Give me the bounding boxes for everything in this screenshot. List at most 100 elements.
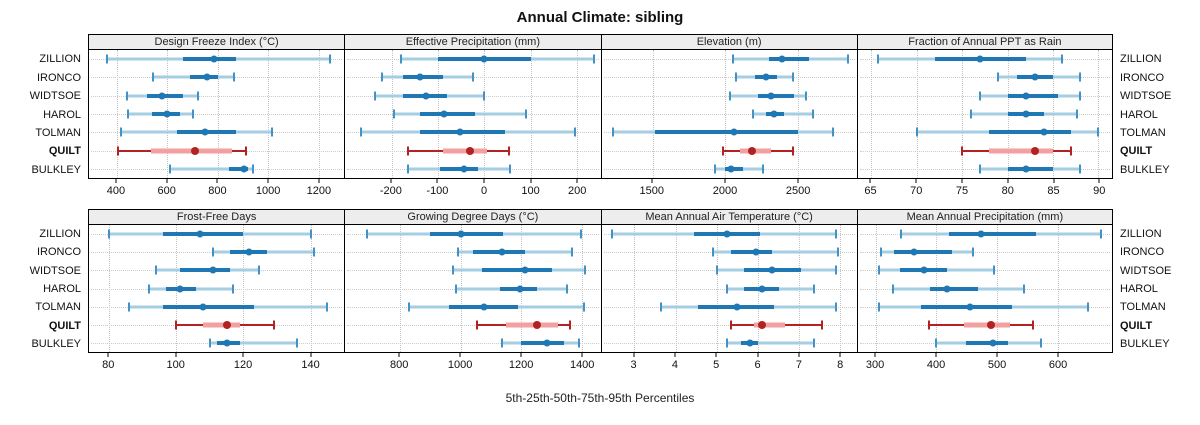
axis-spacer (0, 353, 88, 377)
interval-cap-low (108, 229, 111, 239)
median-dot (245, 248, 253, 256)
median-dot (758, 285, 766, 292)
row-label-right-quilt: QUILT (1120, 319, 1153, 332)
x-tick-label: 1200 (306, 185, 332, 197)
interval-cap-low (208, 338, 211, 348)
interval-cap-high (791, 146, 794, 156)
row-label-right-harol: HAROL (1120, 283, 1158, 295)
interval-cap-low (979, 91, 982, 101)
interval-cap-low (105, 54, 108, 64)
x-axis-design-freeze-index-c-: 400 600 800 1000 1200 (88, 179, 344, 209)
interval-band (179, 268, 231, 273)
row-label-right-ironco: IRONCO (1120, 71, 1164, 84)
axis-spacer (1113, 353, 1200, 377)
median-dot (158, 92, 166, 100)
x-tick-label: 85 (1047, 185, 1060, 197)
interval-cap-low (152, 72, 155, 82)
x-tick-mark (267, 179, 269, 183)
x-tick-label: 0 (480, 185, 488, 197)
x-tick-mark (839, 353, 841, 357)
interval-cap-low (879, 247, 882, 257)
interval-band (930, 286, 978, 291)
interval-cap-high (762, 164, 765, 174)
interval-cap-low (726, 284, 729, 293)
row-labels-left: ZILLION IRONCO WIDTSOE HAROL TOLMAN QUILT BULK… (0, 50, 88, 179)
interval-band (757, 93, 795, 98)
panel-plot-frost-free-days (88, 225, 345, 353)
median-dot (966, 303, 974, 311)
x-tick-mark (869, 179, 871, 183)
interval-cap-high (1040, 338, 1043, 348)
panel-header-elevation-m-: Elevation (m) (600, 34, 857, 50)
row-gridline (91, 95, 343, 97)
row-label-left-ironco: IRONCO (37, 246, 81, 259)
interval-cap-low (876, 54, 879, 64)
x-tick-label: 80 (1001, 185, 1014, 197)
x-tick-label: 7 (795, 359, 802, 371)
interval-cap-low (997, 72, 1000, 82)
median-dot (223, 339, 231, 347)
interval-cap-high (832, 127, 835, 137)
x-tick-label: 400 (106, 185, 126, 197)
interval-cap-high (244, 146, 247, 156)
x-tick-mark (115, 179, 117, 183)
x-tick-mark (797, 179, 799, 183)
interval-band (430, 232, 504, 237)
median-dot (1022, 165, 1030, 173)
median-dot (767, 92, 775, 100)
row-labels-right: ZILLION IRONCO WIDTSOE HAROL TOLMAN QUILT BULK… (1113, 225, 1200, 353)
interval-cap-low (979, 164, 982, 174)
row-label-left-harol: HAROL (43, 108, 81, 121)
x-tick-mark (216, 179, 218, 183)
median-dot (191, 146, 200, 155)
panel-plot-fraction-of-annual-ppt-as-rain (856, 50, 1113, 179)
median-dot (747, 146, 756, 155)
x-tick-mark (390, 179, 392, 183)
interval-cap-low (610, 229, 613, 239)
median-dot (730, 128, 738, 136)
interval-cap-low (399, 54, 402, 64)
caption: 5th-25th-50th-75th-95th Percentiles (505, 391, 695, 405)
interval-cap-high (811, 109, 814, 119)
row-label-left-harol: HAROL (43, 283, 81, 295)
interval-cap-high (992, 265, 995, 275)
x-axis-growing-degree-days-c-: 800 1000 1200 1400 (344, 353, 600, 377)
median-dot (727, 165, 735, 173)
row-label-right-zillion: ZILLION (1120, 53, 1162, 66)
interval-band (506, 322, 558, 328)
median-dot (201, 128, 209, 136)
median-dot (943, 285, 951, 292)
interval-cap-high (820, 320, 823, 330)
x-tick-mark (1053, 179, 1054, 183)
row-gridline (347, 324, 599, 326)
row-label-left-zillion: ZILLION (39, 53, 81, 66)
interval-cap-high (329, 54, 332, 64)
x-tick-mark (935, 353, 937, 357)
interval-cap-high (1061, 54, 1064, 64)
median-dot (210, 55, 218, 63)
x-tick-label: 400 (926, 359, 946, 371)
interval-cap-high (271, 127, 274, 137)
median-dot (209, 266, 217, 274)
panel-header-mean-annual-precipitation-mm-: Mean Annual Precipitation (mm) (856, 209, 1113, 225)
panel-header-frost-free-days: Frost-Free Days (88, 209, 345, 225)
x-tick-label: -100 (426, 185, 449, 197)
x-tick-label: 120 (233, 359, 253, 371)
interval-cap-high (1079, 72, 1082, 82)
interval-band (521, 340, 565, 345)
x-tick-label: 600 (1048, 359, 1068, 371)
interval-cap-high (191, 109, 194, 119)
median-dot (480, 55, 488, 63)
interval-band (989, 148, 1053, 154)
interval-cap-low (714, 164, 717, 174)
x-tick-label: 6 (754, 359, 761, 371)
panel-header-mean-annual-air-temperature-c-: Mean Annual Air Temperature (°C) (600, 209, 857, 225)
row-label-left-bulkley: BULKLEY (31, 163, 81, 176)
interval-cap-low (406, 146, 409, 156)
interval-cap-high (1032, 320, 1035, 330)
corner-spacer (0, 209, 88, 225)
median-dot (746, 339, 754, 347)
interval-cap-high (296, 338, 299, 348)
interval-cap-high (507, 146, 510, 156)
interval-cap-low (726, 338, 729, 348)
